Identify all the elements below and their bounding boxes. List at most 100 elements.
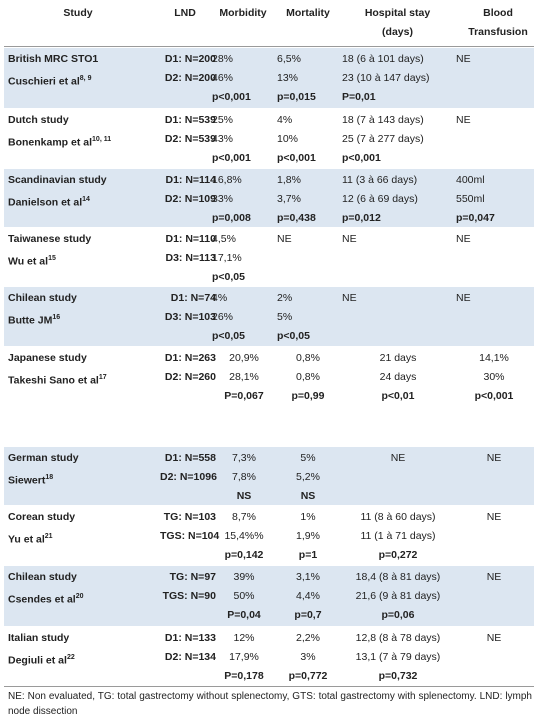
mortality-line: p=0,7 [277,606,339,625]
table-row: Dutch study Bonenkamp et al10, 11 D1: N=53… [4,109,534,168]
table-row: German study Siewert18 D1: N=558 D2: N=1096… [4,447,534,505]
text: Bonenkamp et al [8,136,93,149]
text: Takeshi Sano et al [8,374,99,387]
text: Italian study [8,632,70,644]
text: p<0,001 [212,91,251,103]
mortality-line: 1% [277,508,339,527]
hospital-line: 18 (6 à 101 days) [342,50,454,69]
mortality-line: p=0,772 [277,667,339,686]
reference: 21 [44,533,53,540]
text: NE [277,233,292,245]
lnd-line: D2: N=1096 [160,468,217,487]
text: p=0,272 [378,549,418,561]
reference: 10, 11 [92,136,112,143]
hospital-line: 21,6 (9 à 81 days) [342,587,454,606]
hospital-line: 25 (7 à 277 days) [342,130,454,149]
text: 30% [483,371,505,383]
table-row: Chilean study Csendes et al20 TG: N=97 TGS:… [4,566,534,626]
morbidity-line: 28,1% [212,368,276,387]
text: D1: N=200 [164,53,216,65]
blood-line: NE [456,508,532,527]
hospital-line: 11 (3 à 66 days) [342,171,454,190]
text: 20,9% [229,352,259,364]
text: NE [456,114,471,126]
text: Wu et al [8,255,49,268]
hospital-line: 18,4 (8 à 81 days) [342,568,454,587]
blood-line: 30% [456,368,532,387]
mortality-line: 13% [277,69,339,88]
blood-line: NE [456,50,532,69]
study-line: Taiwanese study [8,230,158,249]
lnd-line: D2: N=539 [160,130,216,149]
blood-line: 550ml [456,190,532,209]
text: Scandinavian study [8,174,107,186]
mortality-line: 4% [277,111,339,130]
hospital-line: 11 (8 à 60 days) [342,508,454,527]
text: NE [456,292,471,304]
text: 13,1 (7 à 79 days) [355,651,441,663]
text: Yu et al [8,533,45,546]
morbidity-line: 17,9% [212,648,276,667]
study-line: Takeshi Sano et al17 [8,368,158,391]
text: D2: N=539 [164,133,216,145]
header-study: Study [63,7,93,19]
mortality-line: p=0,438 [277,209,339,228]
hospital-line: 11 (1 à 71 days) [342,527,454,546]
text: 50% [233,590,255,602]
lnd-line: TGS: N=90 [160,587,216,606]
text: p<0,05 [212,330,245,342]
mortality-line: 3,7% [277,190,339,209]
hospital-line: 24 days [342,368,454,387]
text: D3: N=113 [165,252,217,264]
text: Degiuli et al [8,654,67,667]
text: NE [486,571,502,583]
morbidity-line: 43% [212,130,276,149]
header-mortality: Mortality [286,7,330,19]
study-line: Italian study [8,629,158,648]
text: D1: N=263 [164,352,216,364]
hospital-line: p=0,012 [342,209,454,228]
table-row: Japanese study Takeshi Sano et al17 D1: N=… [4,347,534,446]
text: TG: N=103 [163,511,216,523]
mortality-line: p=1 [277,546,339,565]
text: 12,8 (8 à 78 days) [355,632,441,644]
text: 17,9% [229,651,259,663]
text: p<0,01 [381,390,415,402]
study-line: Danielson et al14 [8,190,158,213]
lnd-line: D2: N=260 [160,368,216,387]
text: 26% [212,311,234,323]
text: Dutch study [8,114,69,126]
mortality-line: 5% [277,308,339,327]
text: 3,7% [277,193,301,205]
blood-line: p=0,047 [456,209,532,228]
text: Chilean study [8,292,77,304]
hospital-line: 12 (6 à 69 days) [342,190,454,209]
text: D2: N=200 [164,72,216,84]
blood-line: 400ml [456,171,532,190]
text: Chilean study [8,571,77,583]
lnd-line: D1: N=74 [160,289,216,308]
mortality-line: 5% [277,449,339,468]
lnd-line: D1: N=133 [160,629,216,648]
text: 5% [300,452,316,464]
morbidity-line: 39% [212,568,276,587]
morbidity-line: P=0,178 [212,667,276,686]
text: p=1 [298,549,318,561]
study-line: Yu et al21 [8,527,158,550]
text: 1,8% [277,174,301,186]
mortality-line: p=0,015 [277,88,339,107]
hospital-line: p=0,732 [342,667,454,686]
footer-rule [4,686,534,687]
text: 17,1% [212,252,242,264]
text: 4,4% [296,590,320,602]
reference: 22 [66,654,75,661]
lnd-line: D1: N=263 [160,349,216,368]
text: p=0,772 [288,670,328,682]
morbidity-line: p<0,05 [212,327,276,346]
text: P=0,178 [224,670,264,682]
reference: 15 [48,255,56,262]
text: 16,8% [212,174,242,186]
mortality-line: 4,4% [277,587,339,606]
text: 8,7% [232,511,256,523]
hospital-line: p=0,272 [342,546,454,565]
